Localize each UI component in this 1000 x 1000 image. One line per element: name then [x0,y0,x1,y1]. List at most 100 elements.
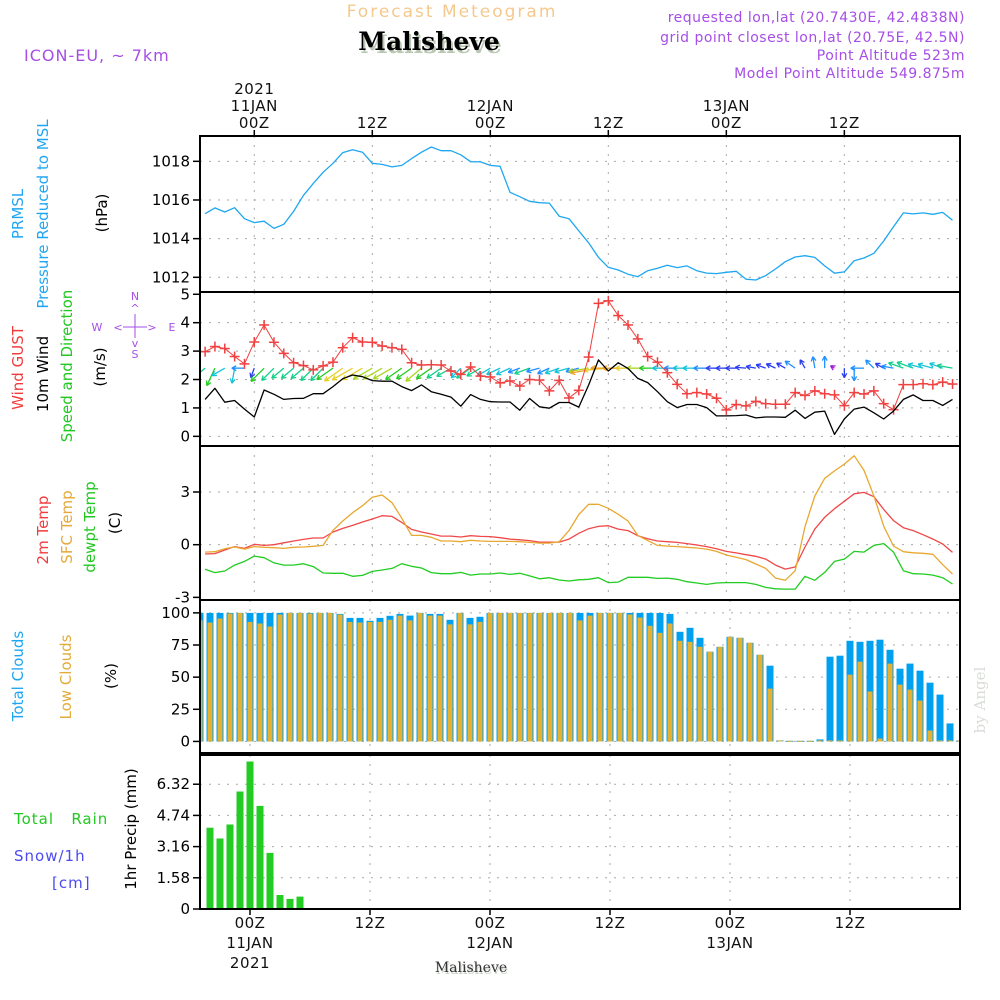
low_clouds-bar [277,614,283,742]
gust-point [622,319,633,330]
top-time-label: 12JAN [467,97,514,115]
low_clouds-bar [757,654,763,742]
gust-point [613,310,624,321]
wind-arrow [271,367,285,379]
wind-arrow-head [715,365,721,369]
wind-arrow-head [385,374,389,380]
low_clouds-bar [547,612,553,742]
low_clouds-bar [847,674,853,742]
wind-arrow-head [231,367,237,372]
wind-arrow [526,367,540,374]
wind-arrow-shaft [554,367,570,373]
rain-bar [246,761,254,909]
bottom-time-label: 12Z [835,914,866,932]
gust-point [436,360,447,371]
wind-10m-label: 10m Wind [34,336,52,412]
wind-arrow-head [385,378,391,381]
wind-arrow-shaft [776,362,786,369]
wind-arrow-head [693,365,699,369]
top-time-label: 12Z [593,114,624,132]
low_clouds-bar [487,612,493,742]
temp-labels: 2m Temp SFC Temp dewpt Temp (C) [34,481,124,572]
wind-arrow-head [853,376,858,382]
total-clouds-label: Total Clouds [9,631,27,723]
wind-arrow-head [570,369,576,374]
rain-bar [276,895,284,909]
gust-point [209,341,220,352]
gust-point [662,367,673,378]
low_clouds-bars [200,612,960,742]
model-label: ICON-EU, ~ 7km [24,46,170,65]
low_clouds-bar [917,700,923,742]
total_clouds-bar [946,723,954,742]
gust-point [534,375,545,386]
wind-arrow-head [715,367,721,372]
wind-arrow-shaft [888,362,904,369]
wind-arrow-head [249,372,252,378]
low_clouds-bar [827,740,833,742]
wind-arrow-head [936,364,942,370]
wind-arrow [693,365,707,372]
pressure-unit-label: (hPa) [93,194,111,233]
wind-arrow-shaft [396,367,413,380]
model-point-altitude: Model Point Altitude 549.875m [734,66,965,82]
wind-arrow-shaft [250,367,255,378]
location-title: Malisheve [358,27,499,56]
speed-direction-label: Speed and Direction [58,290,76,443]
wind-arrow-head [554,368,559,373]
gust-point [239,358,250,369]
low_clouds-bar [207,622,213,742]
wind-arrow [936,363,953,370]
wind-arrow [725,365,737,372]
low_clouds-bar [667,623,673,742]
wind-labels: Wind GUST 10m Wind Speed and Direction (… [9,290,176,443]
location-title-shadow: Malisheve [360,30,501,59]
wind-arrow-head [908,362,914,365]
wind-arrow-shaft [324,367,344,382]
low_clouds-bar [537,612,543,742]
y-tick-label: 3 [180,483,190,501]
wind-arrow [466,367,481,377]
gust-point [337,342,348,353]
wind-arrow [765,362,776,369]
wind-arrow-head [850,365,856,369]
gust-point [563,392,574,403]
wind-arrow [231,365,245,372]
low_clouds-bar [497,612,503,742]
gust-point [878,398,889,409]
wind-arrow-head [672,365,678,369]
wind-arrow-head [929,362,934,368]
wind-arrow-head [526,367,531,373]
low_clouds-bar [257,623,263,742]
wind-arrow-head [602,367,608,372]
total_clouds-bar [876,639,884,742]
compass-right-arrow: > [147,321,156,334]
sfc-line [205,455,953,581]
wind-arrow-head [734,366,740,371]
gust-point [475,371,486,382]
top-time-label: 12Z [829,114,860,132]
wind-arrow-shaft [280,367,295,379]
low_clouds-bar [797,740,803,742]
wind-arrow-shaft [565,367,579,373]
wind-arrow-shaft [936,364,953,369]
y-tick-label: 1.58 [157,869,190,887]
wind-arrow-head [486,370,491,375]
wind-arrow-shaft [316,367,334,381]
gust-point [750,396,761,407]
wind-arrow-head [652,367,658,372]
wind-arrow-head [323,376,328,382]
gust-point [731,399,742,410]
pressure-panel: 1012 1014 1016 1018 [152,135,961,293]
precip-panel: 0 1.58 3.16 4.74 6.32 [157,754,961,918]
y-tick-label: 0 [180,732,190,750]
cloud-labels: Total Clouds Low Clouds (%) [9,631,120,723]
wind-arrow [205,367,216,387]
bottom-time-label: 2021 [230,954,270,972]
low_clouds-bar [607,612,613,742]
wind-arrow-shaft [456,367,472,379]
wind-arrow-head [300,378,306,382]
wind-arrow-head [476,371,481,376]
pressure-reduced-label: Pressure Reduced to MSL [34,119,52,309]
gust-point [839,400,850,411]
